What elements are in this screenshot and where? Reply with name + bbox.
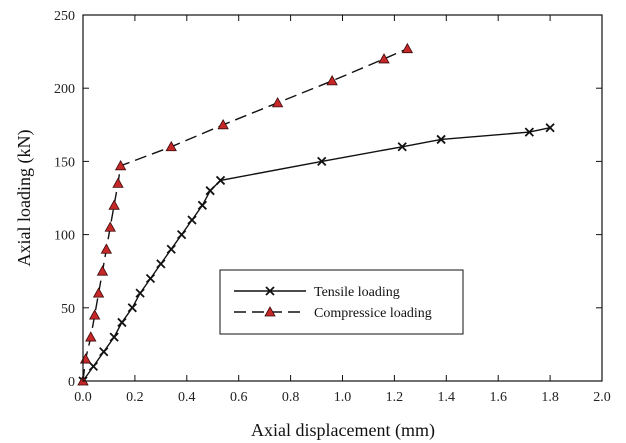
- data-point: [92, 287, 105, 298]
- legend-box: [219, 269, 464, 335]
- data-point: [166, 244, 176, 254]
- x-tick-label: 1.4: [438, 390, 456, 405]
- data-point: [545, 123, 555, 133]
- x-tick-label: 1.8: [541, 390, 559, 405]
- data-point: [127, 303, 137, 313]
- data-point: [88, 309, 101, 320]
- data-point: [271, 97, 284, 108]
- x-tick-label: 1.0: [334, 390, 352, 405]
- series-layer: [77, 42, 555, 386]
- y-tick-label: 100: [54, 229, 75, 244]
- y-tick-label: 200: [54, 82, 75, 97]
- x-tick-label: 0.6: [230, 390, 248, 405]
- data-point: [165, 140, 177, 152]
- series-compressive: [77, 42, 414, 386]
- data-point: [217, 118, 229, 130]
- data-point: [145, 273, 156, 284]
- legend-marker-compressive: [264, 306, 276, 317]
- axis-ticks: 0.0 0.2 0.4 0.6 0.8 1.0 1.2 1.4 1.6 1.8 2.0 0 50 100 1…: [54, 9, 611, 405]
- x-tick-label: 0.4: [178, 390, 196, 405]
- series-line: [82, 48, 408, 382]
- data-point: [99, 347, 109, 357]
- y-tick-label: 150: [54, 155, 75, 170]
- data-point: [104, 221, 116, 232]
- data-point: [524, 127, 534, 137]
- x-tick-label: 2.0: [593, 390, 611, 405]
- data-point: [156, 259, 166, 269]
- data-point: [96, 265, 109, 276]
- series-line: [82, 127, 551, 382]
- legend-label-tensile: Tensile loading: [314, 285, 400, 300]
- data-point: [326, 75, 338, 86]
- x-tick-label: 0.8: [282, 390, 300, 405]
- x-tick-label: 0.2: [126, 390, 144, 405]
- data-point: [85, 331, 97, 342]
- y-tick-label: 50: [61, 302, 75, 317]
- plot-frame: [82, 14, 603, 382]
- legend-label-compressive: Compressice loading: [314, 306, 432, 321]
- data-point: [397, 142, 407, 152]
- legend-triangle-marker: [264, 306, 276, 317]
- x-tick-label: 1.6: [489, 390, 507, 405]
- data-point: [109, 332, 119, 342]
- x-tick-label: 0.0: [74, 390, 92, 405]
- data-point: [79, 353, 92, 364]
- data-point: [100, 243, 113, 254]
- y-tick-label: 0: [68, 375, 75, 390]
- data-point: [112, 177, 124, 188]
- data-point: [401, 42, 414, 54]
- data-point: [317, 156, 327, 167]
- y-axis-title: Axial loading (kN): [14, 130, 35, 267]
- legend: Tensile loading Compressice loading: [219, 269, 464, 335]
- data-point: [436, 134, 446, 145]
- data-point: [378, 53, 390, 64]
- legend-cross-marker: [265, 286, 275, 296]
- data-point: [88, 361, 99, 371]
- series-tensile: [78, 123, 555, 386]
- data-point: [187, 215, 197, 225]
- y-tick-label: 250: [54, 9, 75, 24]
- data-point: [117, 317, 127, 328]
- data-point: [176, 229, 187, 240]
- data-point: [205, 186, 215, 196]
- x-axis-title: Axial displacement (mm): [251, 420, 435, 441]
- data-point: [215, 175, 226, 186]
- x-tick-label: 1.2: [386, 390, 404, 405]
- data-point: [108, 199, 120, 210]
- data-point: [114, 159, 127, 171]
- legend-marker-tensile: [265, 286, 275, 296]
- data-point: [135, 288, 145, 298]
- data-point: [197, 200, 208, 210]
